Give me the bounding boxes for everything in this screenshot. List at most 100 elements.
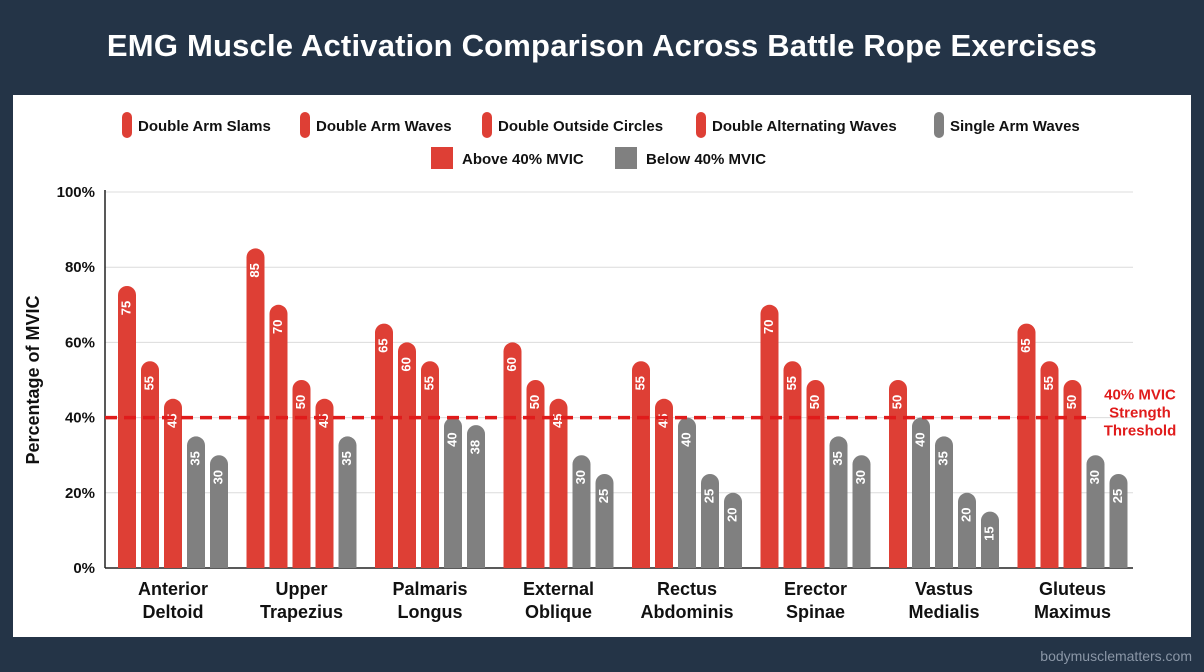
bar-data-label: 55 (421, 376, 436, 390)
x-tick-label: Spinae (786, 602, 845, 622)
chart-title: EMG Muscle Activation Comparison Across … (106, 28, 1098, 63)
x-tick-label: Anterior (138, 579, 208, 599)
bar-data-label: 60 (398, 357, 413, 371)
bar (724, 492, 742, 568)
bar-data-label: 50 (889, 395, 904, 409)
bar (806, 380, 825, 568)
legend-swatch (431, 147, 453, 169)
x-tick-label: Erector (784, 579, 847, 599)
bar (292, 380, 311, 568)
y-axis-label: Percentage of MVIC (23, 295, 43, 464)
bar (269, 304, 288, 568)
bar (678, 417, 696, 568)
x-tick-label: Palmaris (392, 579, 467, 599)
bar-data-label: 38 (467, 440, 482, 454)
bar-data-label: 40 (444, 432, 459, 446)
bar-data-label: 50 (807, 395, 822, 409)
x-tick-label: Medialis (908, 602, 979, 622)
x-tick-label: Oblique (525, 602, 592, 622)
x-tick-label: Upper (275, 579, 327, 599)
bar-data-label: 70 (270, 320, 285, 334)
bar-data-label: 15 (981, 526, 996, 540)
bar (1109, 474, 1128, 568)
x-tick-label: Vastus (915, 579, 973, 599)
bar-data-label: 45 (655, 414, 670, 428)
chart-panel: 0% 20% 40% 60% 80% 100% Percentage of MVIC 75 55… (13, 95, 1191, 637)
bar (315, 398, 334, 568)
bar (783, 361, 802, 568)
bar (1063, 380, 1082, 568)
threshold-label: Strength (1109, 405, 1171, 422)
bar-data-label: 35 (339, 451, 354, 465)
bar-data-label: 25 (596, 489, 611, 503)
legend-label: Double Alternating Waves (712, 118, 897, 135)
bar (164, 398, 182, 568)
bar-data-label: 40 (912, 432, 927, 446)
x-tick-label: Gluteus (1039, 579, 1106, 599)
bar (398, 342, 416, 568)
legend-label: Below 40% MVIC (646, 151, 766, 168)
bar (210, 455, 228, 568)
bar (981, 511, 999, 568)
y-tick-label: 20% (65, 485, 95, 502)
bar-data-label: 35 (187, 451, 202, 465)
legend-label: Single Arm Waves (950, 118, 1080, 135)
bar-data-label: 50 (527, 395, 542, 409)
bar-data-label: 30 (1087, 470, 1102, 484)
y-tick-label: 80% (65, 259, 95, 276)
bar (1040, 361, 1059, 568)
x-tick-label: Rectus (657, 579, 717, 599)
bar-data-label: 20 (958, 508, 973, 522)
x-tick-label: Trapezius (260, 602, 343, 622)
bar-data-label: 20 (724, 508, 739, 522)
bar (141, 361, 159, 568)
bar (246, 248, 265, 568)
legend-swatch (696, 112, 706, 138)
bar (1086, 455, 1105, 568)
bar (503, 342, 522, 568)
bar (375, 323, 393, 568)
bar (632, 361, 650, 568)
watermark: bodymusclematters.com (1040, 648, 1192, 664)
x-tick-label: Longus (398, 602, 463, 622)
bar (549, 398, 568, 568)
x-tick-label: Deltoid (143, 602, 204, 622)
y-tick-label: 100% (57, 184, 95, 201)
bar (338, 436, 357, 568)
bar (912, 417, 930, 568)
bar (595, 474, 614, 568)
bar-data-label: 65 (1018, 338, 1033, 352)
bar (760, 304, 779, 568)
bar (444, 417, 462, 568)
bar-data-label: 55 (632, 376, 647, 390)
bar-data-label: 25 (701, 489, 716, 503)
bar (1017, 323, 1036, 568)
bar-data-label: 30 (210, 470, 225, 484)
y-tick-label: 60% (65, 334, 95, 351)
bar-data-label: 30 (853, 470, 868, 484)
bar-data-label: 30 (573, 470, 588, 484)
bar-data-label: 50 (293, 395, 308, 409)
x-tick-label: Abdominis (641, 602, 734, 622)
bar-data-label: 55 (141, 376, 156, 390)
y-tick-label: 0% (73, 560, 95, 577)
bar-data-label: 35 (830, 451, 845, 465)
legend-swatch (300, 112, 310, 138)
bar-chart: 0% 20% 40% 60% 80% 100% Percentage of MVIC 75 55… (23, 112, 1176, 622)
bar-data-label: 35 (935, 451, 950, 465)
bar (958, 492, 976, 568)
bar (829, 436, 848, 568)
bar-data-label: 25 (1110, 489, 1125, 503)
bar-data-label: 60 (504, 357, 519, 371)
bar (526, 380, 545, 568)
bar-data-label: 45 (550, 414, 565, 428)
bar-data-label: 55 (784, 376, 799, 390)
bar (118, 286, 136, 568)
legend-swatch (482, 112, 492, 138)
bar (935, 436, 953, 568)
legend-label: Double Outside Circles (498, 118, 663, 135)
bar (852, 455, 871, 568)
legend-swatch (934, 112, 944, 138)
legend-swatch (615, 147, 637, 169)
bar (701, 474, 719, 568)
